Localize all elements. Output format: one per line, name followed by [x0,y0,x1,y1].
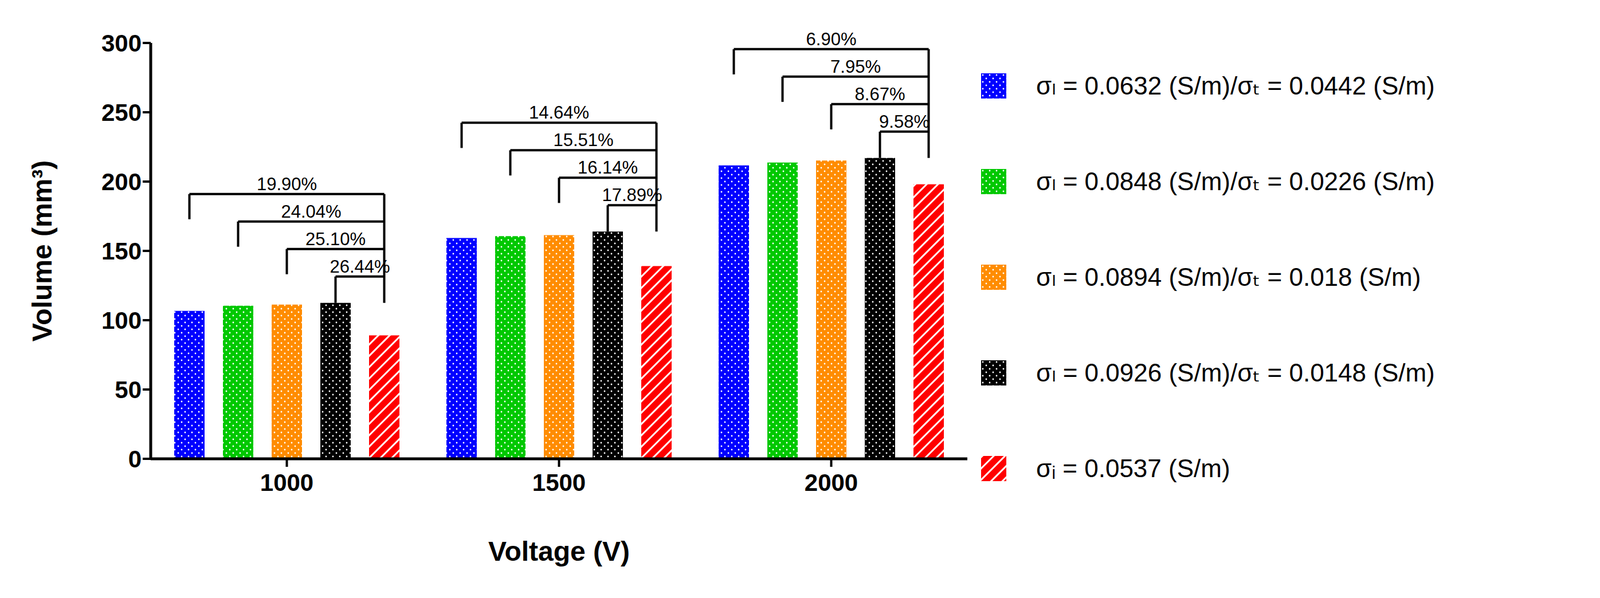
svg-text:200: 200 [101,168,142,196]
svg-text:2000: 2000 [804,469,858,497]
svg-text:16.14%: 16.14% [577,157,638,178]
svg-text:9.58%: 9.58% [879,111,930,132]
svg-text:1000: 1000 [260,469,314,497]
svg-text:6.90%: 6.90% [806,29,857,50]
svg-text:15.51%: 15.51% [553,130,614,151]
svg-text:7.95%: 7.95% [830,56,881,77]
svg-text:14.64%: 14.64% [528,102,590,123]
svg-text:100: 100 [101,307,142,335]
svg-text:Voltage (V): Voltage (V) [488,536,630,567]
html-text:σₗ = 0.0926 (S/m)/σₜ = 0.0148: σₗ = 0.0926 (S/m)/σₜ = 0.0148 (S/m) [1036,358,1435,387]
svg-text:25.10%: 25.10% [305,229,366,250]
svg-text:24.04%: 24.04% [280,201,341,222]
svg-text:8.67%: 8.67% [855,84,906,105]
svg-text:50: 50 [114,376,142,404]
svg-text:1500: 1500 [532,469,586,497]
svg-text:250: 250 [101,99,142,127]
html-text:σᵢ = 0.0537 (S/m): σᵢ = 0.0537 (S/m) [1036,454,1231,483]
svg-text:19.90%: 19.90% [256,174,317,195]
svg-text:17.89%: 17.89% [601,185,662,206]
svg-text:Volume (mm³): Volume (mm³) [26,160,58,342]
html-text:σₗ = 0.0894 (S/m)/σₜ = 0.018 (: σₗ = 0.0894 (S/m)/σₜ = 0.018 (S/m) [1036,263,1421,292]
svg-text:300: 300 [101,29,142,57]
html-text:σₗ = 0.0848 (S/m)/σₜ = 0.0226: σₗ = 0.0848 (S/m)/σₜ = 0.0226 (S/m) [1036,167,1435,196]
html-text:σₗ = 0.0632 (S/m)/σₜ = 0.0442: σₗ = 0.0632 (S/m)/σₜ = 0.0442 (S/m) [1036,71,1435,100]
svg-text:26.44%: 26.44% [329,256,390,277]
svg-text:150: 150 [101,237,142,265]
svg-text:0: 0 [128,445,142,473]
